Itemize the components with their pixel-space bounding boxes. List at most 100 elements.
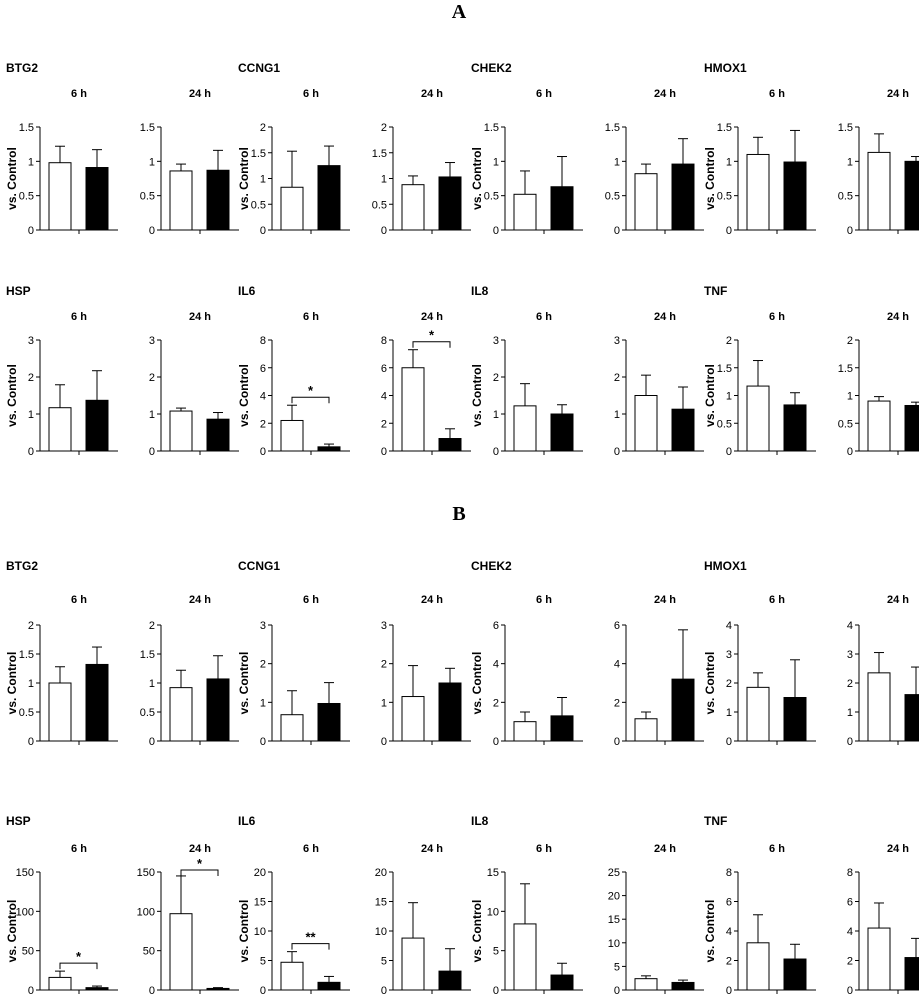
y-tick-label: 0 (847, 985, 853, 997)
y-axis-label: vs. Control (5, 364, 19, 427)
y-tick-label: 3 (493, 335, 499, 347)
bar-white (867, 400, 891, 452)
y-tick-label: 0 (614, 736, 620, 748)
bar-white (513, 193, 537, 231)
y-tick-label: 6 (726, 897, 732, 909)
bar-chart-6h: 6 h 0 1 2 3 (493, 311, 583, 458)
y-tick-label: 0 (260, 225, 266, 237)
y-axis-label: vs. Control (703, 147, 717, 210)
y-tick-label: 3 (28, 335, 34, 347)
bar-white (169, 410, 193, 452)
y-tick-label: 1 (381, 174, 387, 186)
time-label: 24 h (421, 594, 443, 606)
bar-chart-24h: 24 h 0 5 10 15 20 (375, 843, 471, 997)
bar-black (85, 399, 109, 452)
y-tick-label: 3 (614, 335, 620, 347)
y-tick-label: 2 (847, 678, 853, 690)
y-tick-label: 2 (847, 956, 853, 968)
significance-bracket (59, 962, 98, 970)
y-tick-label: 0 (381, 985, 387, 997)
y-tick-label: 0 (149, 736, 155, 748)
gene-chart-group: CCNG1 vs. Control 6 h 0 0.5 1 1.5 2 24 h 0 0.5 1 1.5… (237, 61, 471, 237)
bar-chart-24h: 24 h 0 2 4 6 (614, 594, 704, 748)
significance-bracket (291, 396, 330, 404)
gene-title: IL6 (238, 284, 256, 298)
gene-chart-group: CCNG1 vs. Control 6 h 0 1 2 3 24 h 0 1 2 3 (237, 559, 471, 748)
time-label: 24 h (654, 311, 676, 323)
y-axis-label: vs. Control (237, 900, 251, 963)
bar-black (317, 165, 341, 231)
y-tick-label: 0.5 (372, 199, 387, 211)
y-axis-label: vs. Control (470, 147, 484, 210)
gene-title: HSP (6, 814, 31, 828)
y-tick-label: 2 (493, 697, 499, 709)
gene-title: CCNG1 (238, 559, 280, 573)
y-tick-label: 2 (260, 122, 266, 134)
time-label: 6 h (303, 311, 319, 323)
bar-chart-6h: 6 h 0 2 4 6 8 (726, 843, 816, 997)
bar-white (169, 913, 193, 991)
y-tick-label: 1 (149, 678, 155, 690)
y-tick-label: 2 (493, 372, 499, 384)
y-tick-label: 10 (608, 938, 620, 950)
bar-black (438, 176, 462, 231)
y-tick-label: 4 (493, 659, 499, 671)
time-label: 6 h (71, 843, 87, 855)
time-label: 24 h (887, 311, 909, 323)
time-label: 6 h (536, 88, 552, 100)
y-tick-label: 0 (726, 985, 732, 997)
bar-black (671, 163, 695, 231)
bar-black (671, 981, 695, 991)
bar-chart-24h: 24 h 0 0.5 1 1.5 2 (372, 88, 471, 237)
y-tick-label: 0 (493, 736, 499, 748)
y-tick-label: 2 (260, 418, 266, 430)
y-tick-label: 0 (614, 446, 620, 458)
bar-white (746, 153, 770, 231)
y-tick-label: 0 (260, 985, 266, 997)
bar-black (206, 418, 230, 452)
significance-star: * (197, 856, 203, 871)
gene-chart-group: HSP vs. Control 6 h 0 1 2 3 24 h 0 1 2 3 (5, 284, 239, 458)
y-tick-label: 4 (381, 391, 387, 403)
bar-black (671, 408, 695, 452)
y-tick-label: 0 (149, 225, 155, 237)
y-tick-label: 0 (493, 446, 499, 458)
time-label: 6 h (303, 88, 319, 100)
y-tick-label: 15 (487, 867, 499, 879)
y-axis-label: vs. Control (237, 364, 251, 427)
y-tick-label: 0 (28, 985, 34, 997)
y-tick-label: 2 (260, 659, 266, 671)
y-axis-label: vs. Control (237, 652, 251, 715)
bar-chart-6h: 6 h 0 0.5 1 1.5 2 (251, 88, 350, 237)
bar-chart-24h: 24 h 0 50 100 150 * (137, 843, 239, 997)
bar-white (280, 714, 304, 742)
bar-chart-6h: 6 h 0 0.5 1 1.5 (19, 88, 118, 237)
bar-black (904, 694, 919, 742)
y-tick-label: 4 (847, 620, 853, 632)
time-label: 6 h (769, 88, 785, 100)
y-tick-label: 2 (381, 418, 387, 430)
y-tick-label: 1.5 (717, 122, 732, 134)
y-tick-label: 0 (614, 985, 620, 997)
bar-white (48, 407, 72, 452)
y-tick-label: 10 (375, 926, 387, 938)
y-tick-label: 5 (493, 946, 499, 958)
y-tick-label: 0 (381, 225, 387, 237)
bar-white (169, 687, 193, 742)
bar-white (280, 419, 304, 452)
time-label: 24 h (654, 88, 676, 100)
y-tick-label: 8 (260, 335, 266, 347)
time-label: 6 h (303, 594, 319, 606)
y-tick-label: 1.5 (140, 649, 155, 661)
y-tick-label: 6 (260, 363, 266, 375)
gene-chart-group: IL8 vs. Control 6 h 0 1 2 3 24 h 0 1 2 3 (470, 284, 704, 458)
bar-white (634, 718, 658, 742)
y-tick-label: 25 (608, 867, 620, 879)
y-tick-label: 2 (847, 335, 853, 347)
time-label: 6 h (536, 594, 552, 606)
y-tick-label: 2 (726, 956, 732, 968)
y-tick-label: 4 (614, 659, 620, 671)
y-tick-label: 5 (614, 961, 620, 973)
